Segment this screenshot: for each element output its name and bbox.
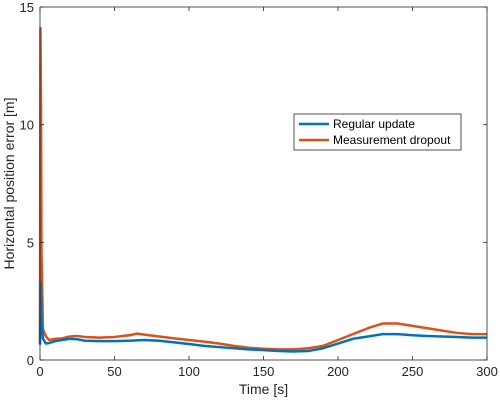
y-tick-label: 0 <box>27 353 34 368</box>
x-tick-label: 50 <box>107 364 121 379</box>
plot-area <box>40 7 487 360</box>
legend-label-regular-update: Regular update <box>333 117 415 131</box>
series-line-regular-update <box>38 281 487 353</box>
series-layer <box>38 26 487 353</box>
tick-layer: 0 50 100 150 200 250 300 0 5 10 15 <box>20 0 498 379</box>
legend-box <box>293 113 462 151</box>
legend-label-measurement-dropout: Measurement dropout <box>333 133 451 147</box>
y-tick-label: 5 <box>27 235 34 250</box>
series-line-measurement-dropout <box>38 26 487 351</box>
x-tick-label: 200 <box>327 364 349 379</box>
y-axis-label: Horizontal position error [m] <box>1 98 17 270</box>
y-tick-label: 15 <box>20 0 34 15</box>
x-tick-label: 150 <box>253 364 275 379</box>
y-tick-label: 10 <box>20 118 34 133</box>
x-axis-label: Time [s] <box>239 381 288 397</box>
x-tick-label: 0 <box>36 364 43 379</box>
x-tick-label: 300 <box>476 364 498 379</box>
legend: Regular update Measurement dropout <box>293 113 462 151</box>
x-tick-label: 250 <box>402 364 424 379</box>
x-tick-label: 100 <box>178 364 200 379</box>
